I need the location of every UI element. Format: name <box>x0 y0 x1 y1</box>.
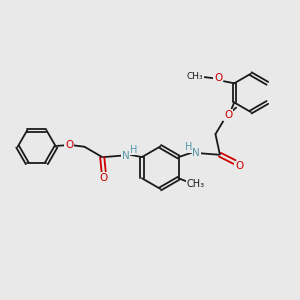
Text: O: O <box>214 73 222 83</box>
Text: H: H <box>185 142 192 152</box>
Text: CH₃: CH₃ <box>186 179 205 189</box>
Text: O: O <box>65 140 73 150</box>
Text: N: N <box>122 151 130 160</box>
Text: O: O <box>224 110 232 120</box>
Text: N: N <box>193 148 200 158</box>
Text: O: O <box>235 161 243 172</box>
Text: CH₃: CH₃ <box>187 72 203 81</box>
Text: O: O <box>100 173 108 183</box>
Text: H: H <box>130 145 137 155</box>
